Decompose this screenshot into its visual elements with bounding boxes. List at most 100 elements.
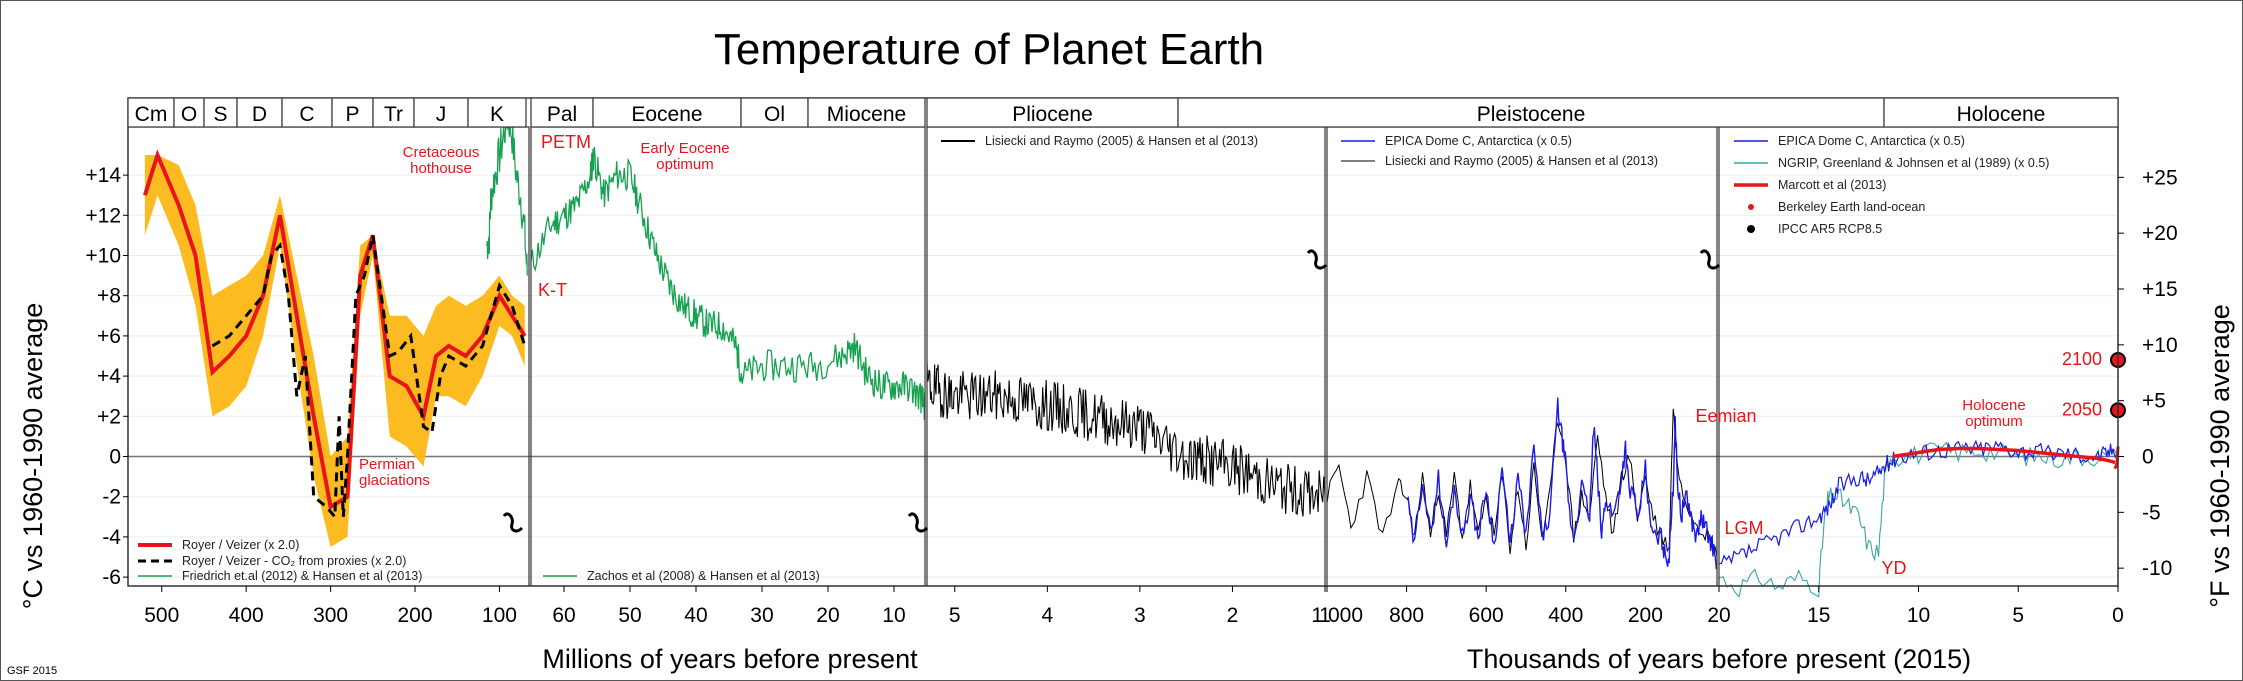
legends: Royer / Veizer (x 2.0) Royer / Veizer - C… xyxy=(138,134,2049,583)
era-box xyxy=(281,97,333,128)
annotation-line: Cretaceous xyxy=(403,144,480,161)
x-tick-label: 500 xyxy=(144,604,179,627)
annotation-2050: 2050 xyxy=(2062,399,2102,419)
era-box xyxy=(1177,97,1885,128)
legend-swatch xyxy=(1748,204,1754,210)
x-tick-label: 600 xyxy=(1469,604,1504,627)
x-tick-label: 000 xyxy=(1328,604,1363,627)
era-label-j: J xyxy=(436,103,447,126)
y-axis-label-right: °F vs 1960-1990 average xyxy=(2205,304,2235,608)
legend-label: Royer / Veizer - CO₂ from proxies (x 2.0… xyxy=(182,554,406,568)
series-royer-veizer xyxy=(142,149,527,510)
annotation-line: Eemian xyxy=(1695,406,1756,426)
y-tick-label-f: -10 xyxy=(2142,557,2172,580)
series-marcott xyxy=(1892,446,2116,465)
annotation-2100: 2100 xyxy=(2062,349,2102,369)
era-label-k: K xyxy=(490,103,504,126)
scale-break-icon xyxy=(502,512,524,533)
x-axis-label-million: Millions of years before present xyxy=(542,644,918,674)
royer-veizer-band xyxy=(144,155,525,547)
era-box xyxy=(807,97,926,128)
x-tick-label: 10 xyxy=(882,604,905,627)
annotation-line: Early Eocene xyxy=(640,140,729,157)
legend-label: Berkeley Earth land-ocean xyxy=(1778,200,1925,214)
annotation-line: hothouse xyxy=(410,160,472,177)
legend-label: NGRIP, Greenland & Johnsen et al (1989) … xyxy=(1778,156,2049,170)
era-label-o: O xyxy=(181,103,197,126)
scale-break-icon xyxy=(1306,249,1328,270)
axis-ticks: +14+12+10+8+6+4+20-2-4-6+25+20+15+10+50-… xyxy=(85,164,2177,627)
series-epica-pleistocene xyxy=(1406,397,1718,570)
annotation-line: K-T xyxy=(538,280,567,300)
era-label-miocene: Miocene xyxy=(827,103,906,126)
x-tick-label: 200 xyxy=(398,604,433,627)
annotation-lgm: LGM xyxy=(1724,518,1763,538)
x-tick-label: 20 xyxy=(1707,604,1730,627)
x-tick-label: 60 xyxy=(552,604,575,627)
x-tick-label: 5 xyxy=(2012,604,2024,627)
annotation-eemian: Eemian xyxy=(1695,406,1756,426)
x-tick-label: 800 xyxy=(1389,604,1424,627)
annotation-line: optimum xyxy=(1965,413,2023,430)
annotation-early-eocene-optimum: Early Eocene optimum xyxy=(640,140,729,173)
x-tick-label: 15 xyxy=(1807,604,1830,627)
era-box xyxy=(467,97,527,128)
era-box xyxy=(372,97,415,128)
annotation-line: PETM xyxy=(541,132,591,152)
x-tick-label: 40 xyxy=(684,604,707,627)
era-box xyxy=(592,97,742,128)
x-axis-label-thousand: Thousands of years before present (2015) xyxy=(1467,644,1971,674)
x-tick-label: 4 xyxy=(1041,604,1053,627)
y-tick-label-c: -6 xyxy=(102,566,121,589)
annotations: 2050 2100 Cretaceous hothouse PETM Early Eoce… xyxy=(359,132,2102,578)
x-tick-label: 30 xyxy=(750,604,773,627)
y-tick-label-c: +6 xyxy=(97,325,121,348)
era-label-d: D xyxy=(252,103,267,126)
x-tick-label: 10 xyxy=(1907,604,1930,627)
x-tick-label: 1 xyxy=(1311,604,1323,627)
era-label-ol: Ol xyxy=(764,103,785,126)
legend-label: Royer / Veizer (x 2.0) xyxy=(182,538,299,552)
legend-label: IPCC AR5 RCP8.5 xyxy=(1778,222,1882,236)
y-tick-label-c: -2 xyxy=(102,486,121,509)
era-box xyxy=(1883,97,2119,128)
x-tick-label: 2 xyxy=(1227,604,1239,627)
era-label-p: P xyxy=(345,103,359,126)
x-tick-label: 1 xyxy=(1319,604,1331,627)
legend-label: Lisiecki and Raymo (2005) & Hansen et al… xyxy=(985,134,1258,148)
x-tick-label: 300 xyxy=(313,604,348,627)
series-zachos xyxy=(530,147,926,420)
y-axis-label-left: °C vs 1960-1990 average xyxy=(18,303,48,610)
annotation-permian-glaciations: Permian glaciations xyxy=(359,456,430,489)
era-label-s: S xyxy=(213,103,227,126)
scale-break-icon xyxy=(907,512,929,533)
era-label-c: C xyxy=(299,103,314,126)
era-box xyxy=(740,97,809,128)
era-label-tr: Tr xyxy=(384,103,403,126)
legend-label: Zachos et al (2008) & Hansen et al (2013… xyxy=(587,569,820,583)
era-label-cm: Cm xyxy=(135,103,168,126)
annotation-holocene-optimum: Holocene optimum xyxy=(1962,397,2025,430)
y-tick-label-f: -5 xyxy=(2142,501,2161,524)
era-box xyxy=(331,97,374,128)
annotation-line: optimum xyxy=(656,156,714,173)
y-tick-label-c: +4 xyxy=(97,365,121,388)
scale-break-icon xyxy=(1699,249,1721,270)
y-tick-label-f: +10 xyxy=(2142,334,2178,357)
legend-swatch xyxy=(1747,225,1755,233)
era-box xyxy=(203,97,238,128)
series-lisiecki-pliocene xyxy=(926,361,1326,517)
y-tick-label-f: +20 xyxy=(2142,222,2178,245)
x-tick-label: 100 xyxy=(482,604,517,627)
era-label-eocene: Eocene xyxy=(631,103,702,126)
series-friedrich xyxy=(486,103,528,276)
annotation-line: Holocene xyxy=(1962,397,2025,414)
era-box xyxy=(926,97,1179,128)
y-tick-label-f: +15 xyxy=(2142,278,2178,301)
series-ngrip xyxy=(1718,441,2119,598)
legend-label: EPICA Dome C, Antarctica (x 0.5) xyxy=(1385,134,1572,148)
credit-text: GSF 2015 xyxy=(7,665,57,677)
legend-label: Friedrich et.al (2012) & Hansen et al (2… xyxy=(182,569,422,583)
y-tick-label-c: 0 xyxy=(109,446,121,469)
